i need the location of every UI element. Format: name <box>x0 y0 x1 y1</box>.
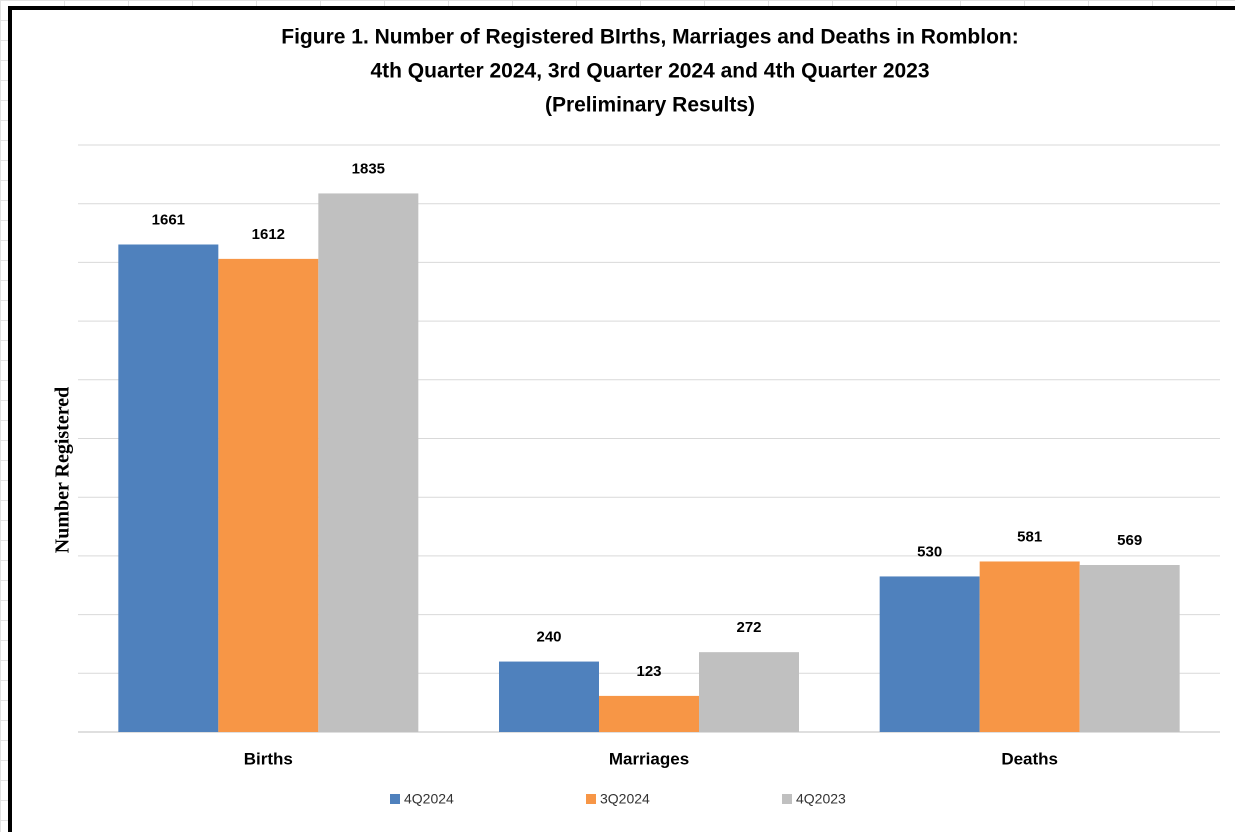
bar <box>218 258 319 732</box>
bar <box>318 193 419 733</box>
data-label: 240 <box>536 629 561 646</box>
data-label: 272 <box>736 619 761 636</box>
y-axis-label: Number Registered <box>52 387 74 553</box>
chart-title: Figure 1. Number of Registered BIrths, M… <box>281 26 1018 49</box>
x-tick-label: Deaths <box>1001 749 1058 768</box>
bar <box>979 561 1080 732</box>
x-tick-label: Marriages <box>609 749 689 768</box>
data-label: 530 <box>917 543 942 560</box>
data-label: 1835 <box>352 160 385 177</box>
legend-label: 3Q2024 <box>600 791 650 807</box>
data-label: 581 <box>1017 528 1042 545</box>
legend-swatch <box>782 794 792 804</box>
chart-title: 4th Quarter 2024, 3rd Quarter 2024 and 4… <box>370 60 929 83</box>
data-label: 1612 <box>252 226 285 243</box>
data-label: 123 <box>636 663 661 680</box>
legend-swatch <box>586 794 596 804</box>
bar <box>499 661 599 732</box>
x-tick-label: Births <box>244 749 293 768</box>
data-label: 569 <box>1117 532 1142 549</box>
data-label: 1661 <box>152 211 185 228</box>
bar <box>879 576 980 732</box>
legend-label: 4Q2024 <box>404 791 454 807</box>
chart-title: (Preliminary Results) <box>545 94 755 117</box>
bar <box>699 652 799 732</box>
bar <box>599 695 699 732</box>
legend-label: 4Q2023 <box>796 791 846 807</box>
bar <box>1079 564 1180 732</box>
legend-swatch <box>390 794 400 804</box>
bar <box>118 244 219 732</box>
